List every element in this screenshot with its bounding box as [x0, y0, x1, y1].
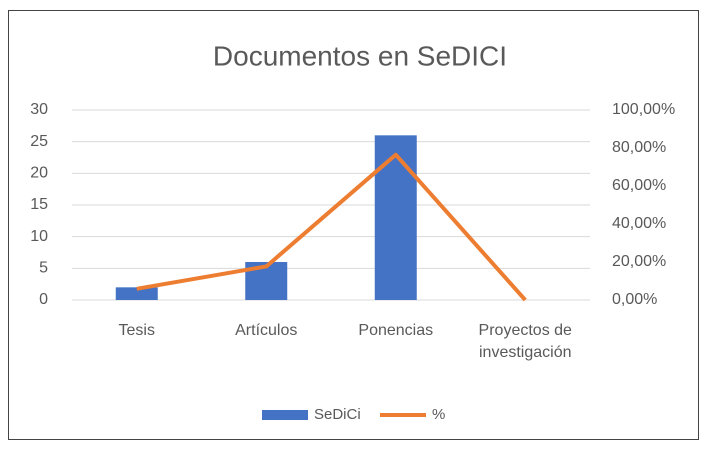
y-tick-label: 5	[39, 260, 48, 277]
y-tick-label: 15	[30, 196, 48, 213]
y2-tick-label: 80,00%	[612, 139, 666, 156]
y-tick-label: 20	[30, 165, 48, 182]
x-tick-label: Tesis	[118, 322, 155, 339]
y2-tick-label: 60,00%	[612, 177, 666, 194]
y2-tick-label: 0,00%	[612, 291, 657, 308]
x-tick-label: Proyectos de investigación	[478, 322, 572, 361]
legend-swatch	[262, 410, 308, 420]
y-tick-label: 0	[39, 291, 48, 308]
y-tick-label: 10	[30, 228, 48, 245]
bar	[374, 135, 417, 300]
line	[136, 152, 527, 302]
y2-tick-label: 20,00%	[612, 253, 666, 270]
y2-tick-label: 40,00%	[612, 215, 666, 232]
y-tick-label: 30	[30, 101, 48, 118]
y2-tick-label: 100,00%	[612, 101, 675, 118]
chart-border	[8, 10, 699, 440]
bar	[115, 287, 158, 300]
y-tick-label: 25	[30, 133, 48, 150]
legend-label: SeDiCi	[314, 406, 361, 423]
chart-title: Documentos en SeDICI	[213, 40, 507, 71]
x-tick-label: Ponencias	[358, 322, 434, 339]
legend-label: %	[432, 406, 445, 423]
x-tick-label: Artículos	[235, 322, 298, 339]
